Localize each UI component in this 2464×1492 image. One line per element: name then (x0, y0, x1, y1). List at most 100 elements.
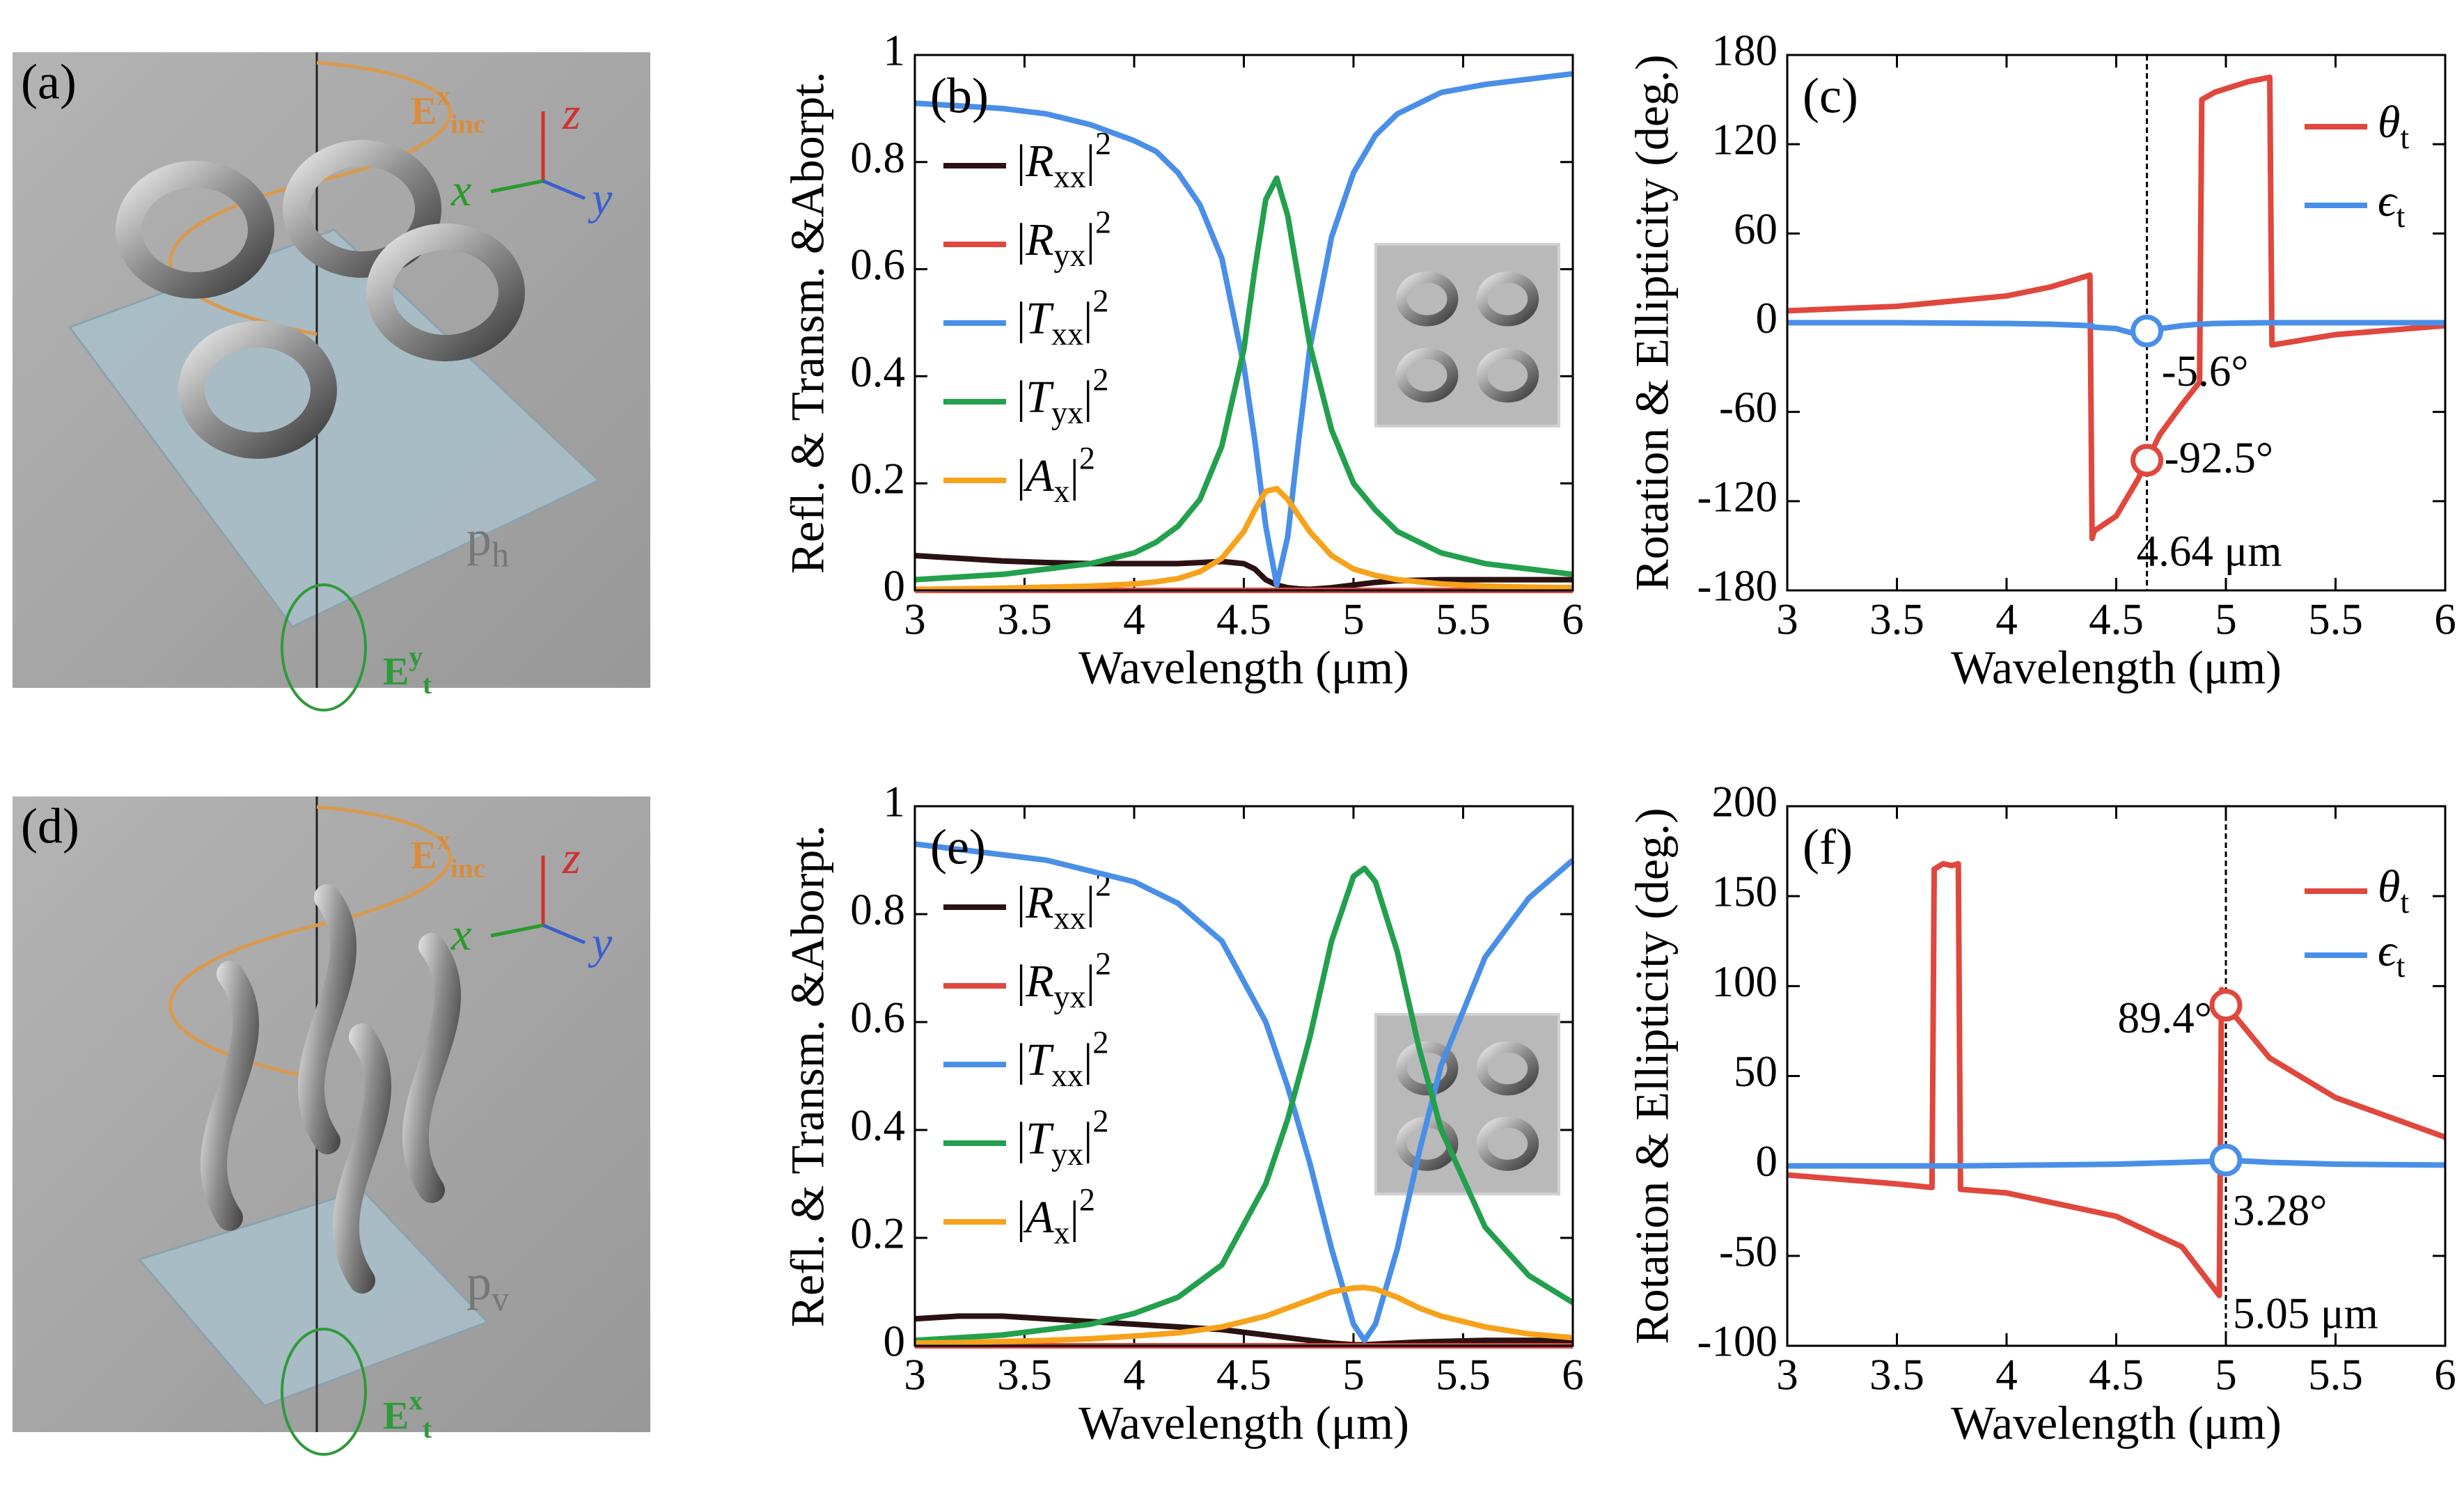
y-tick-label: -60 (1719, 383, 1778, 432)
panel-label: (c) (1803, 68, 1858, 124)
charts: 0 0.2 0.4 0.6 0.8 1 3 3.5 4 4.5 5 5.5 6 Wavelength (μ… (781, 26, 2456, 1449)
period-label: pv (466, 1255, 510, 1319)
x-tick-label: 4.5 (1216, 1350, 1271, 1399)
inset-particle (1476, 271, 1539, 327)
y-tick-label: 0.8 (850, 885, 905, 934)
series-line (914, 485, 1574, 592)
y-tick-label: 120 (1712, 116, 1778, 164)
legend-label: |Txx|2 (1017, 283, 1108, 352)
x-tick-label: 6 (2434, 595, 2456, 643)
x-tick-label: 3.5 (1869, 595, 1924, 643)
legend-label: ϵt (2378, 925, 2406, 983)
panel-label: (d) (21, 799, 79, 854)
x-tick-label: 6 (1562, 1350, 1584, 1399)
helix (298, 884, 356, 1154)
y-tick-label: 1 (884, 777, 906, 826)
legend-label: |Rxx|2 (1017, 125, 1111, 194)
chart: 0 0.2 0.4 0.6 0.8 1 3 3.5 4 4.5 5 5.5 6 Wavelength (μ… (781, 26, 1584, 693)
transmitted-wave (281, 583, 367, 712)
x-axis-title: Wavelength (μm) (1951, 641, 2282, 694)
axis-label-y: y (588, 918, 613, 968)
renders: (a) Exinc z x y ph Eyt (d) Exinc z x y pv Ext (13, 52, 650, 1456)
axis-label-x: x (450, 909, 471, 960)
inset-particle (1395, 271, 1459, 327)
series-line (914, 865, 1575, 1344)
helix (283, 140, 441, 278)
plot-frame (913, 805, 1574, 1347)
inset-particle (1395, 347, 1459, 403)
x-tick-label: 3.5 (997, 595, 1052, 643)
axis-label-z: z (562, 833, 581, 884)
axis-label-x: x (450, 165, 471, 216)
x-tick-label: 4.5 (1216, 595, 1271, 643)
y-tick-label: 0.6 (850, 993, 905, 1042)
y-tick-label: -120 (1697, 472, 1778, 521)
inset-particle (1395, 1041, 1459, 1096)
helix (402, 933, 461, 1203)
axis-x (490, 923, 544, 938)
inset-particle (1476, 1041, 1539, 1096)
annotation-label: -5.6° (2162, 347, 2249, 395)
field-label: Exinc (411, 81, 485, 139)
x-tick-label: 5.5 (2308, 595, 2363, 643)
inset-particle (1476, 347, 1539, 403)
x-tick-label: 5.5 (1436, 595, 1491, 643)
output-label: Eyt (383, 641, 432, 699)
axis-y (542, 179, 586, 201)
legend-label: |Ax|2 (1017, 440, 1095, 509)
x-axis-title: Wavelength (μm) (1078, 641, 1409, 694)
helix (333, 1023, 391, 1294)
inset-particle (1476, 1116, 1539, 1171)
helix (366, 223, 525, 361)
legend-label: |Tyx|2 (1017, 1103, 1108, 1172)
axis-label-z: z (562, 88, 581, 139)
legend-label: ϵt (2378, 175, 2406, 233)
y-tick-label: -180 (1697, 561, 1778, 610)
plot-frame (913, 54, 1574, 592)
y-tick-label: 180 (1712, 26, 1778, 74)
x-tick-label: 4 (1123, 1350, 1145, 1399)
x-tick-label: 4 (1123, 595, 1145, 643)
x-tick-label: 5 (1342, 595, 1365, 643)
y-tick-label: 0.6 (850, 240, 905, 289)
plot-frame (1786, 54, 2447, 592)
annotation-point (2131, 314, 2164, 347)
legend-label: |Ryx|2 (1017, 945, 1111, 1014)
x-tick-label: 4.5 (2089, 595, 2144, 643)
field-label: Exinc (411, 825, 485, 883)
render-panel: (a) Exinc z x y ph Eyt (13, 52, 650, 712)
x-axis-title: Wavelength (μm) (1078, 1397, 1409, 1450)
annotation-point (2209, 989, 2243, 1022)
legend-label: |Txx|2 (1017, 1024, 1108, 1093)
plot-frame (1786, 805, 2447, 1347)
series-line (1787, 74, 2446, 542)
axis-y (542, 923, 586, 945)
substrate (137, 1188, 489, 1407)
series-line (914, 1313, 1573, 1348)
output-label: Ext (383, 1385, 432, 1443)
annotation-label: 89.4° (2118, 994, 2212, 1042)
panel-label: (e) (930, 819, 986, 875)
y-tick-label: 200 (1712, 777, 1778, 826)
series-line (914, 1285, 1574, 1346)
x-tick-label: 5 (2215, 1350, 2237, 1399)
y-tick-label: -50 (1719, 1227, 1778, 1275)
helix (201, 961, 259, 1231)
y-tick-label: 0 (1756, 1137, 1778, 1186)
chart: -180 -120 -60 0 60 120 180 3 3.5 4 4.5 5 5.5 6 Wavelen… (1626, 26, 2456, 693)
x-tick-label: 6 (2434, 1350, 2456, 1399)
y-tick-label: 150 (1712, 867, 1778, 916)
y-tick-label: -100 (1697, 1317, 1778, 1365)
x-tick-label: 6 (1562, 595, 1584, 643)
annotation-point (2131, 443, 2164, 477)
panel-label: (a) (21, 54, 77, 110)
incident-wave (168, 805, 452, 1081)
y-tick-label: 0.2 (850, 455, 905, 503)
helix (178, 321, 337, 459)
x-tick-label: 3.5 (1869, 1350, 1924, 1399)
series-line (914, 70, 1574, 588)
y-axis-title: Refl. & Transm. &Aborpt. (781, 72, 834, 574)
legend-label: θt (2378, 861, 2409, 919)
marker-line-label: 4.64 μm (2137, 526, 2282, 575)
y-tick-label: 0.4 (850, 1101, 905, 1149)
